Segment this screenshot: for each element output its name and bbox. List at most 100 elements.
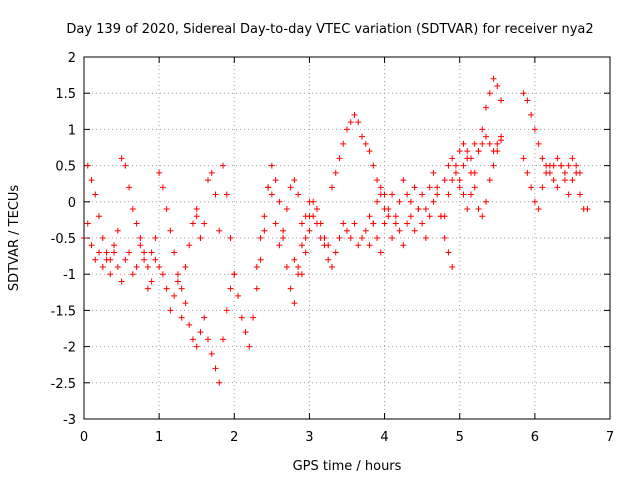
data-point bbox=[129, 206, 136, 213]
data-point bbox=[374, 198, 381, 205]
data-point bbox=[287, 285, 294, 292]
data-point bbox=[490, 162, 497, 169]
data-point bbox=[265, 184, 272, 191]
x-tick-label: 6 bbox=[531, 430, 539, 445]
data-point bbox=[96, 213, 103, 220]
data-point bbox=[148, 278, 155, 285]
data-point bbox=[276, 198, 283, 205]
data-point bbox=[141, 249, 148, 256]
data-point bbox=[441, 213, 448, 220]
data-point bbox=[576, 191, 583, 198]
data-point bbox=[253, 285, 260, 292]
data-point bbox=[561, 177, 568, 184]
series-track-i bbox=[520, 90, 591, 213]
data-point bbox=[340, 140, 347, 147]
data-point bbox=[546, 162, 553, 169]
data-point bbox=[99, 263, 106, 270]
data-point bbox=[171, 249, 178, 256]
data-point bbox=[212, 365, 219, 372]
data-point bbox=[415, 206, 422, 213]
data-point bbox=[407, 198, 414, 205]
data-point bbox=[144, 285, 151, 292]
data-point bbox=[227, 285, 234, 292]
data-point bbox=[197, 235, 204, 241]
data-point bbox=[426, 213, 433, 220]
data-point bbox=[483, 104, 490, 111]
data-point bbox=[126, 184, 133, 191]
data-point bbox=[133, 263, 140, 270]
data-point bbox=[426, 184, 433, 191]
data-point bbox=[313, 206, 320, 213]
data-point bbox=[167, 227, 174, 234]
data-point bbox=[313, 220, 320, 227]
data-point bbox=[422, 235, 429, 241]
series-track-f bbox=[366, 133, 505, 249]
data-point bbox=[302, 235, 309, 241]
data-point bbox=[445, 191, 452, 198]
data-point bbox=[494, 82, 501, 89]
data-point bbox=[261, 213, 268, 220]
data-point bbox=[291, 256, 298, 263]
data-point bbox=[344, 126, 350, 133]
data-point bbox=[152, 256, 159, 263]
x-tick-label: 0 bbox=[80, 430, 88, 445]
data-point bbox=[197, 329, 204, 336]
series-track-g bbox=[441, 133, 505, 220]
chart-title: Day 139 of 2020, Sidereal Day-to-day VTE… bbox=[66, 22, 593, 37]
y-tick-label: -1.5 bbox=[51, 304, 76, 319]
data-point bbox=[385, 213, 392, 220]
data-point bbox=[475, 206, 482, 213]
data-point bbox=[182, 300, 189, 307]
x-axis-ticks: 0 1 2 3 4 5 6 7 bbox=[80, 57, 614, 445]
data-point bbox=[126, 249, 133, 256]
data-point bbox=[291, 177, 298, 184]
data-point bbox=[306, 227, 313, 234]
data-point bbox=[377, 184, 384, 191]
data-point bbox=[103, 249, 110, 256]
data-point bbox=[238, 314, 245, 321]
data-point bbox=[216, 227, 223, 234]
data-point bbox=[253, 263, 260, 270]
data-point bbox=[204, 177, 211, 184]
data-point bbox=[392, 213, 399, 220]
data-point bbox=[445, 249, 452, 256]
data-point bbox=[99, 235, 106, 241]
data-point bbox=[464, 155, 471, 162]
data-point bbox=[520, 155, 527, 162]
data-point bbox=[148, 249, 155, 256]
y-tick-label: 1 bbox=[68, 123, 76, 138]
data-point bbox=[96, 249, 103, 256]
data-point bbox=[257, 256, 264, 263]
data-point bbox=[276, 242, 283, 249]
data-point bbox=[178, 285, 185, 292]
data-point bbox=[193, 343, 200, 350]
data-point bbox=[189, 220, 196, 227]
data-point bbox=[494, 148, 501, 155]
data-point bbox=[558, 162, 565, 169]
data-point bbox=[186, 321, 193, 328]
data-point bbox=[389, 235, 396, 241]
data-point bbox=[223, 307, 230, 314]
data-point bbox=[434, 184, 441, 191]
data-point bbox=[434, 191, 441, 198]
data-point bbox=[411, 184, 418, 191]
data-point bbox=[291, 300, 298, 307]
data-point bbox=[325, 256, 332, 263]
data-point bbox=[174, 271, 181, 278]
data-point bbox=[118, 278, 125, 285]
data-point bbox=[377, 249, 384, 256]
x-tick-label: 3 bbox=[305, 430, 313, 445]
data-point bbox=[528, 184, 535, 191]
data-point bbox=[336, 235, 343, 241]
data-point bbox=[400, 242, 407, 249]
data-point bbox=[268, 162, 275, 169]
data-point bbox=[483, 198, 490, 205]
data-point bbox=[370, 220, 377, 227]
data-point bbox=[430, 198, 437, 205]
data-point bbox=[283, 206, 290, 213]
data-point bbox=[366, 242, 373, 249]
data-point bbox=[561, 169, 568, 176]
series-track-b bbox=[84, 155, 200, 292]
data-point bbox=[283, 263, 290, 270]
data-point bbox=[573, 162, 580, 169]
